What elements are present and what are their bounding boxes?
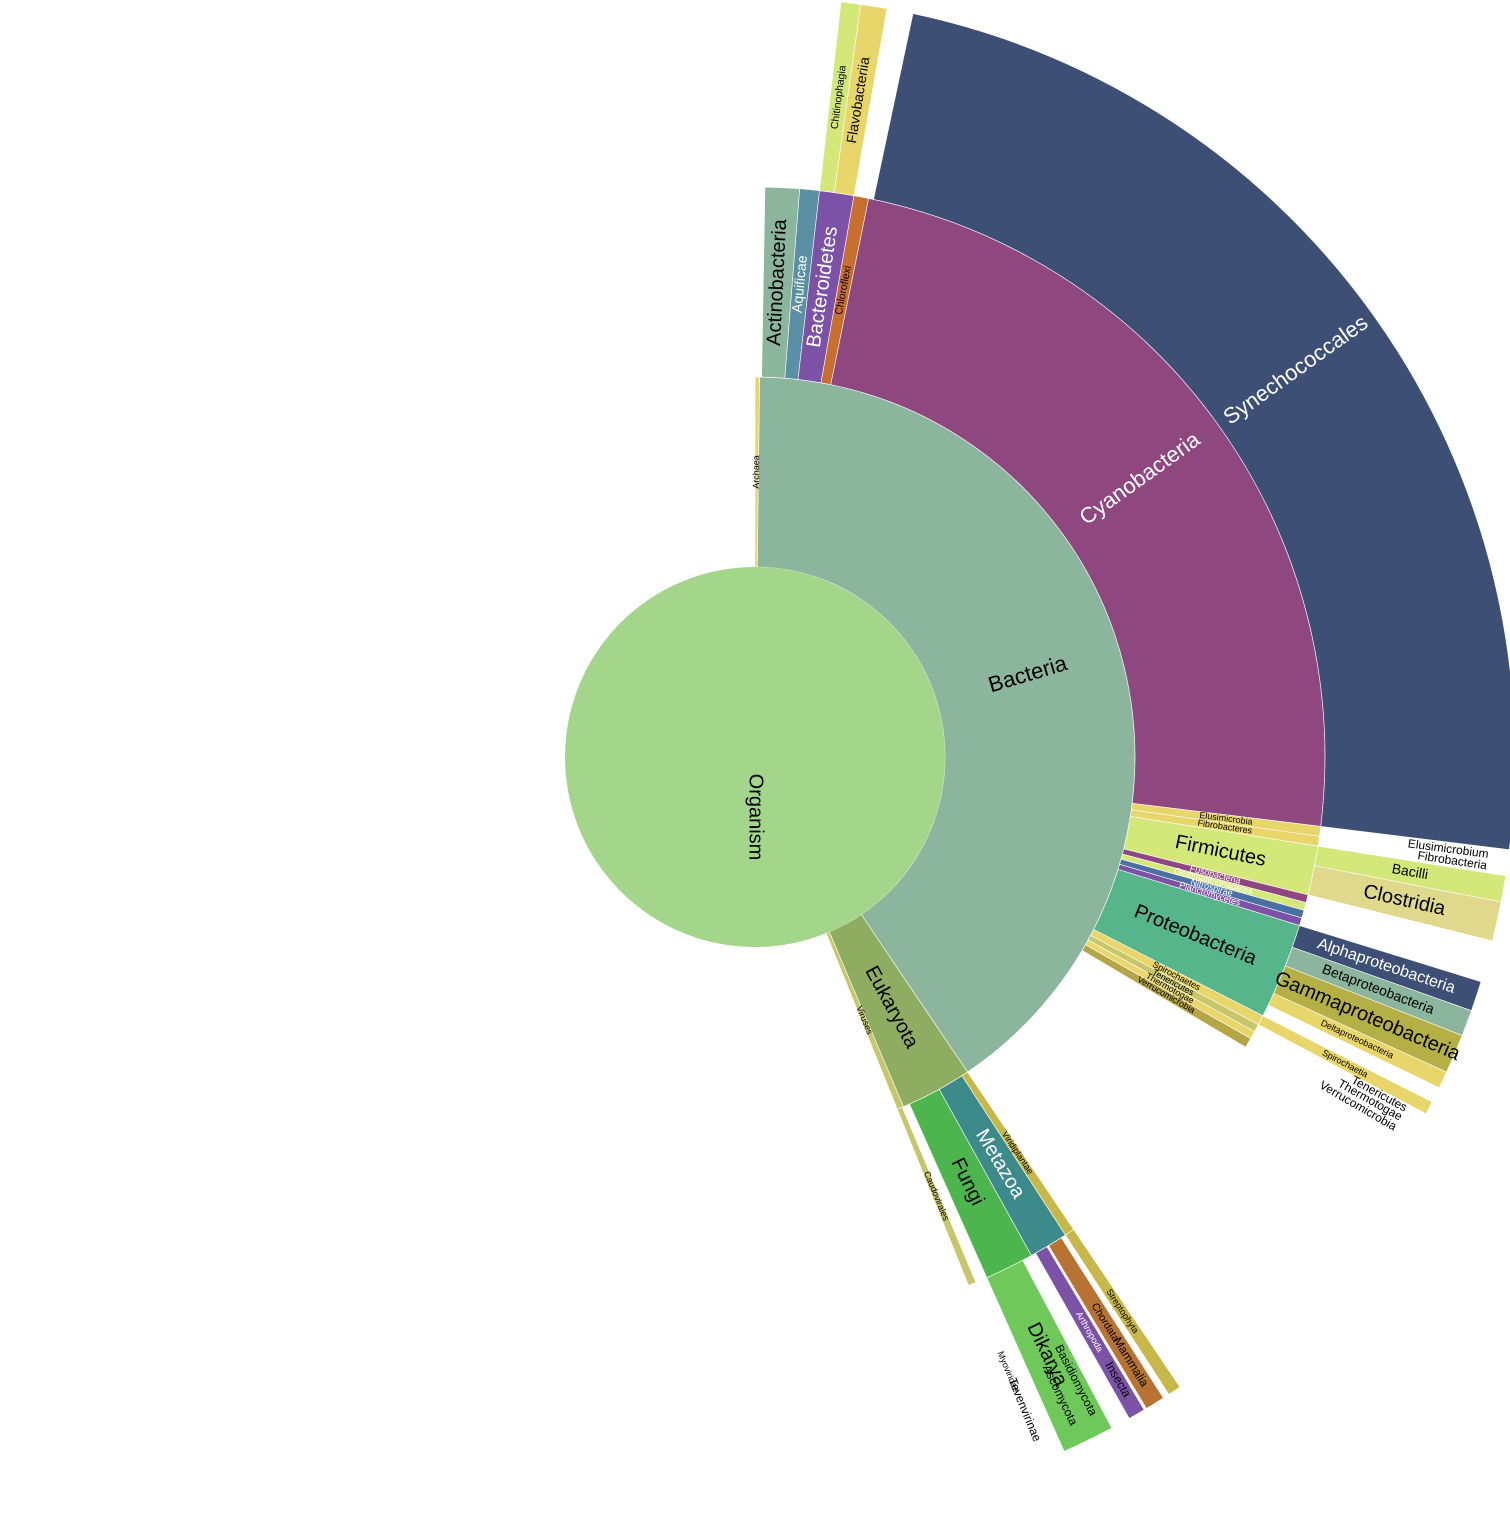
sunburst-rings xyxy=(754,1,1510,1463)
center-node-organism[interactable] xyxy=(565,567,945,947)
segment-deltaproteobacteria[interactable] xyxy=(1267,992,1447,1089)
center-label: Organism xyxy=(745,774,767,861)
segment-spirochaetia[interactable] xyxy=(1257,1015,1433,1115)
segment-clostridia[interactable] xyxy=(1307,865,1502,942)
segment-verrucomicrobia[interactable] xyxy=(1081,944,1252,1048)
label-bacilli: Bacilli xyxy=(1391,860,1430,882)
label-archaea: Archaea xyxy=(751,455,761,489)
segment-dikarya[interactable] xyxy=(986,1259,1113,1452)
segment-myoviridae[interactable] xyxy=(968,1282,1049,1463)
segment-chordata[interactable] xyxy=(1048,1237,1164,1409)
label-spirochaetia: Spirochaetia xyxy=(1321,1048,1370,1080)
segment-flavobacteriia[interactable] xyxy=(833,4,888,197)
segment-synechococcales[interactable] xyxy=(873,13,1510,850)
segment-streptophyta[interactable] xyxy=(1065,1229,1181,1395)
segment-arthropoda[interactable] xyxy=(1035,1246,1145,1419)
label-aquificae: Aquificae xyxy=(789,254,810,313)
